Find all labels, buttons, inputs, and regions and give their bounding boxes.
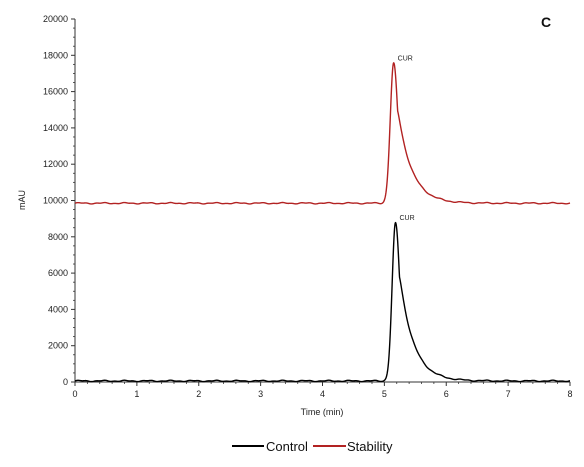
y-tick-label: 6000 bbox=[48, 268, 68, 278]
peak-label-stability: CUR bbox=[398, 55, 413, 62]
legend-label-stability: Stability bbox=[347, 439, 393, 454]
y-tick-label: 10000 bbox=[43, 196, 68, 206]
y-tick-label: 4000 bbox=[48, 304, 68, 314]
x-tick-label: 1 bbox=[134, 389, 139, 399]
y-tick-label: 18000 bbox=[43, 50, 68, 60]
x-tick-label: 7 bbox=[506, 389, 511, 399]
y-axis-title: mAU bbox=[17, 190, 27, 210]
legend: Control Stability bbox=[232, 439, 393, 454]
y-tick-label: 14000 bbox=[43, 123, 68, 133]
y-tick-label: 2000 bbox=[48, 341, 68, 351]
x-tick-label: 8 bbox=[567, 389, 572, 399]
x-tick-label: 2 bbox=[196, 389, 201, 399]
y-tick-label: 16000 bbox=[43, 87, 68, 97]
y-tick-label: 8000 bbox=[48, 232, 68, 242]
series-line-control bbox=[74, 221, 571, 383]
x-tick-label: 4 bbox=[320, 389, 325, 399]
peak-label-control: CUR bbox=[400, 215, 415, 222]
x-tick-label: 3 bbox=[258, 389, 263, 399]
panel-letter: C bbox=[541, 14, 551, 30]
labels-layer: 0 1 2 3 4 5 6 7 8 0 2000 4000 6000 8000 10000 12000 1400… bbox=[43, 14, 573, 399]
legend-label-control: Control bbox=[266, 439, 308, 454]
series-line-stability bbox=[74, 62, 571, 205]
series-layer bbox=[74, 62, 571, 383]
x-tick-label: 0 bbox=[72, 389, 77, 399]
x-axis-title: Time (min) bbox=[301, 407, 344, 417]
y-tick-label: 0 bbox=[63, 377, 68, 387]
y-tick-label: 20000 bbox=[43, 14, 68, 24]
x-tick-label: 5 bbox=[382, 389, 387, 399]
x-tick-label: 6 bbox=[444, 389, 449, 399]
y-tick-label: 12000 bbox=[43, 159, 68, 169]
